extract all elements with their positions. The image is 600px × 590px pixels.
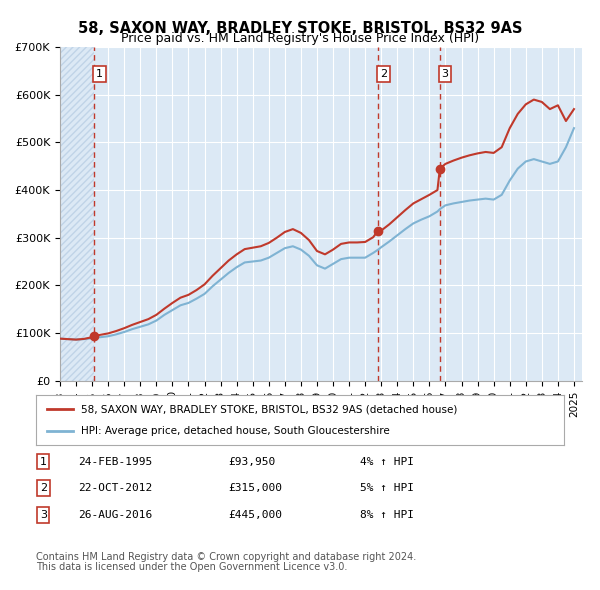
Text: £315,000: £315,000 — [228, 483, 282, 493]
Text: 1: 1 — [40, 457, 47, 467]
Text: Contains HM Land Registry data © Crown copyright and database right 2024.: Contains HM Land Registry data © Crown c… — [36, 552, 416, 562]
Text: 22-OCT-2012: 22-OCT-2012 — [78, 483, 152, 493]
Text: 4% ↑ HPI: 4% ↑ HPI — [360, 457, 414, 467]
Text: This data is licensed under the Open Government Licence v3.0.: This data is licensed under the Open Gov… — [36, 562, 347, 572]
Text: 2: 2 — [380, 69, 387, 79]
Text: 2: 2 — [40, 483, 47, 493]
Text: HPI: Average price, detached house, South Gloucestershire: HPI: Average price, detached house, Sout… — [81, 427, 389, 437]
Text: 58, SAXON WAY, BRADLEY STOKE, BRISTOL, BS32 9AS: 58, SAXON WAY, BRADLEY STOKE, BRISTOL, B… — [78, 21, 522, 35]
Text: 3: 3 — [442, 69, 448, 79]
Bar — [60, 47, 94, 381]
Text: 24-FEB-1995: 24-FEB-1995 — [78, 457, 152, 467]
Text: 26-AUG-2016: 26-AUG-2016 — [78, 510, 152, 520]
Text: 1: 1 — [96, 69, 103, 79]
Text: 5% ↑ HPI: 5% ↑ HPI — [360, 483, 414, 493]
Text: 58, SAXON WAY, BRADLEY STOKE, BRISTOL, BS32 9AS (detached house): 58, SAXON WAY, BRADLEY STOKE, BRISTOL, B… — [81, 404, 457, 414]
Text: £93,950: £93,950 — [228, 457, 275, 467]
Text: Price paid vs. HM Land Registry's House Price Index (HPI): Price paid vs. HM Land Registry's House … — [121, 32, 479, 45]
Text: £445,000: £445,000 — [228, 510, 282, 520]
Text: 8% ↑ HPI: 8% ↑ HPI — [360, 510, 414, 520]
Text: 3: 3 — [40, 510, 47, 520]
